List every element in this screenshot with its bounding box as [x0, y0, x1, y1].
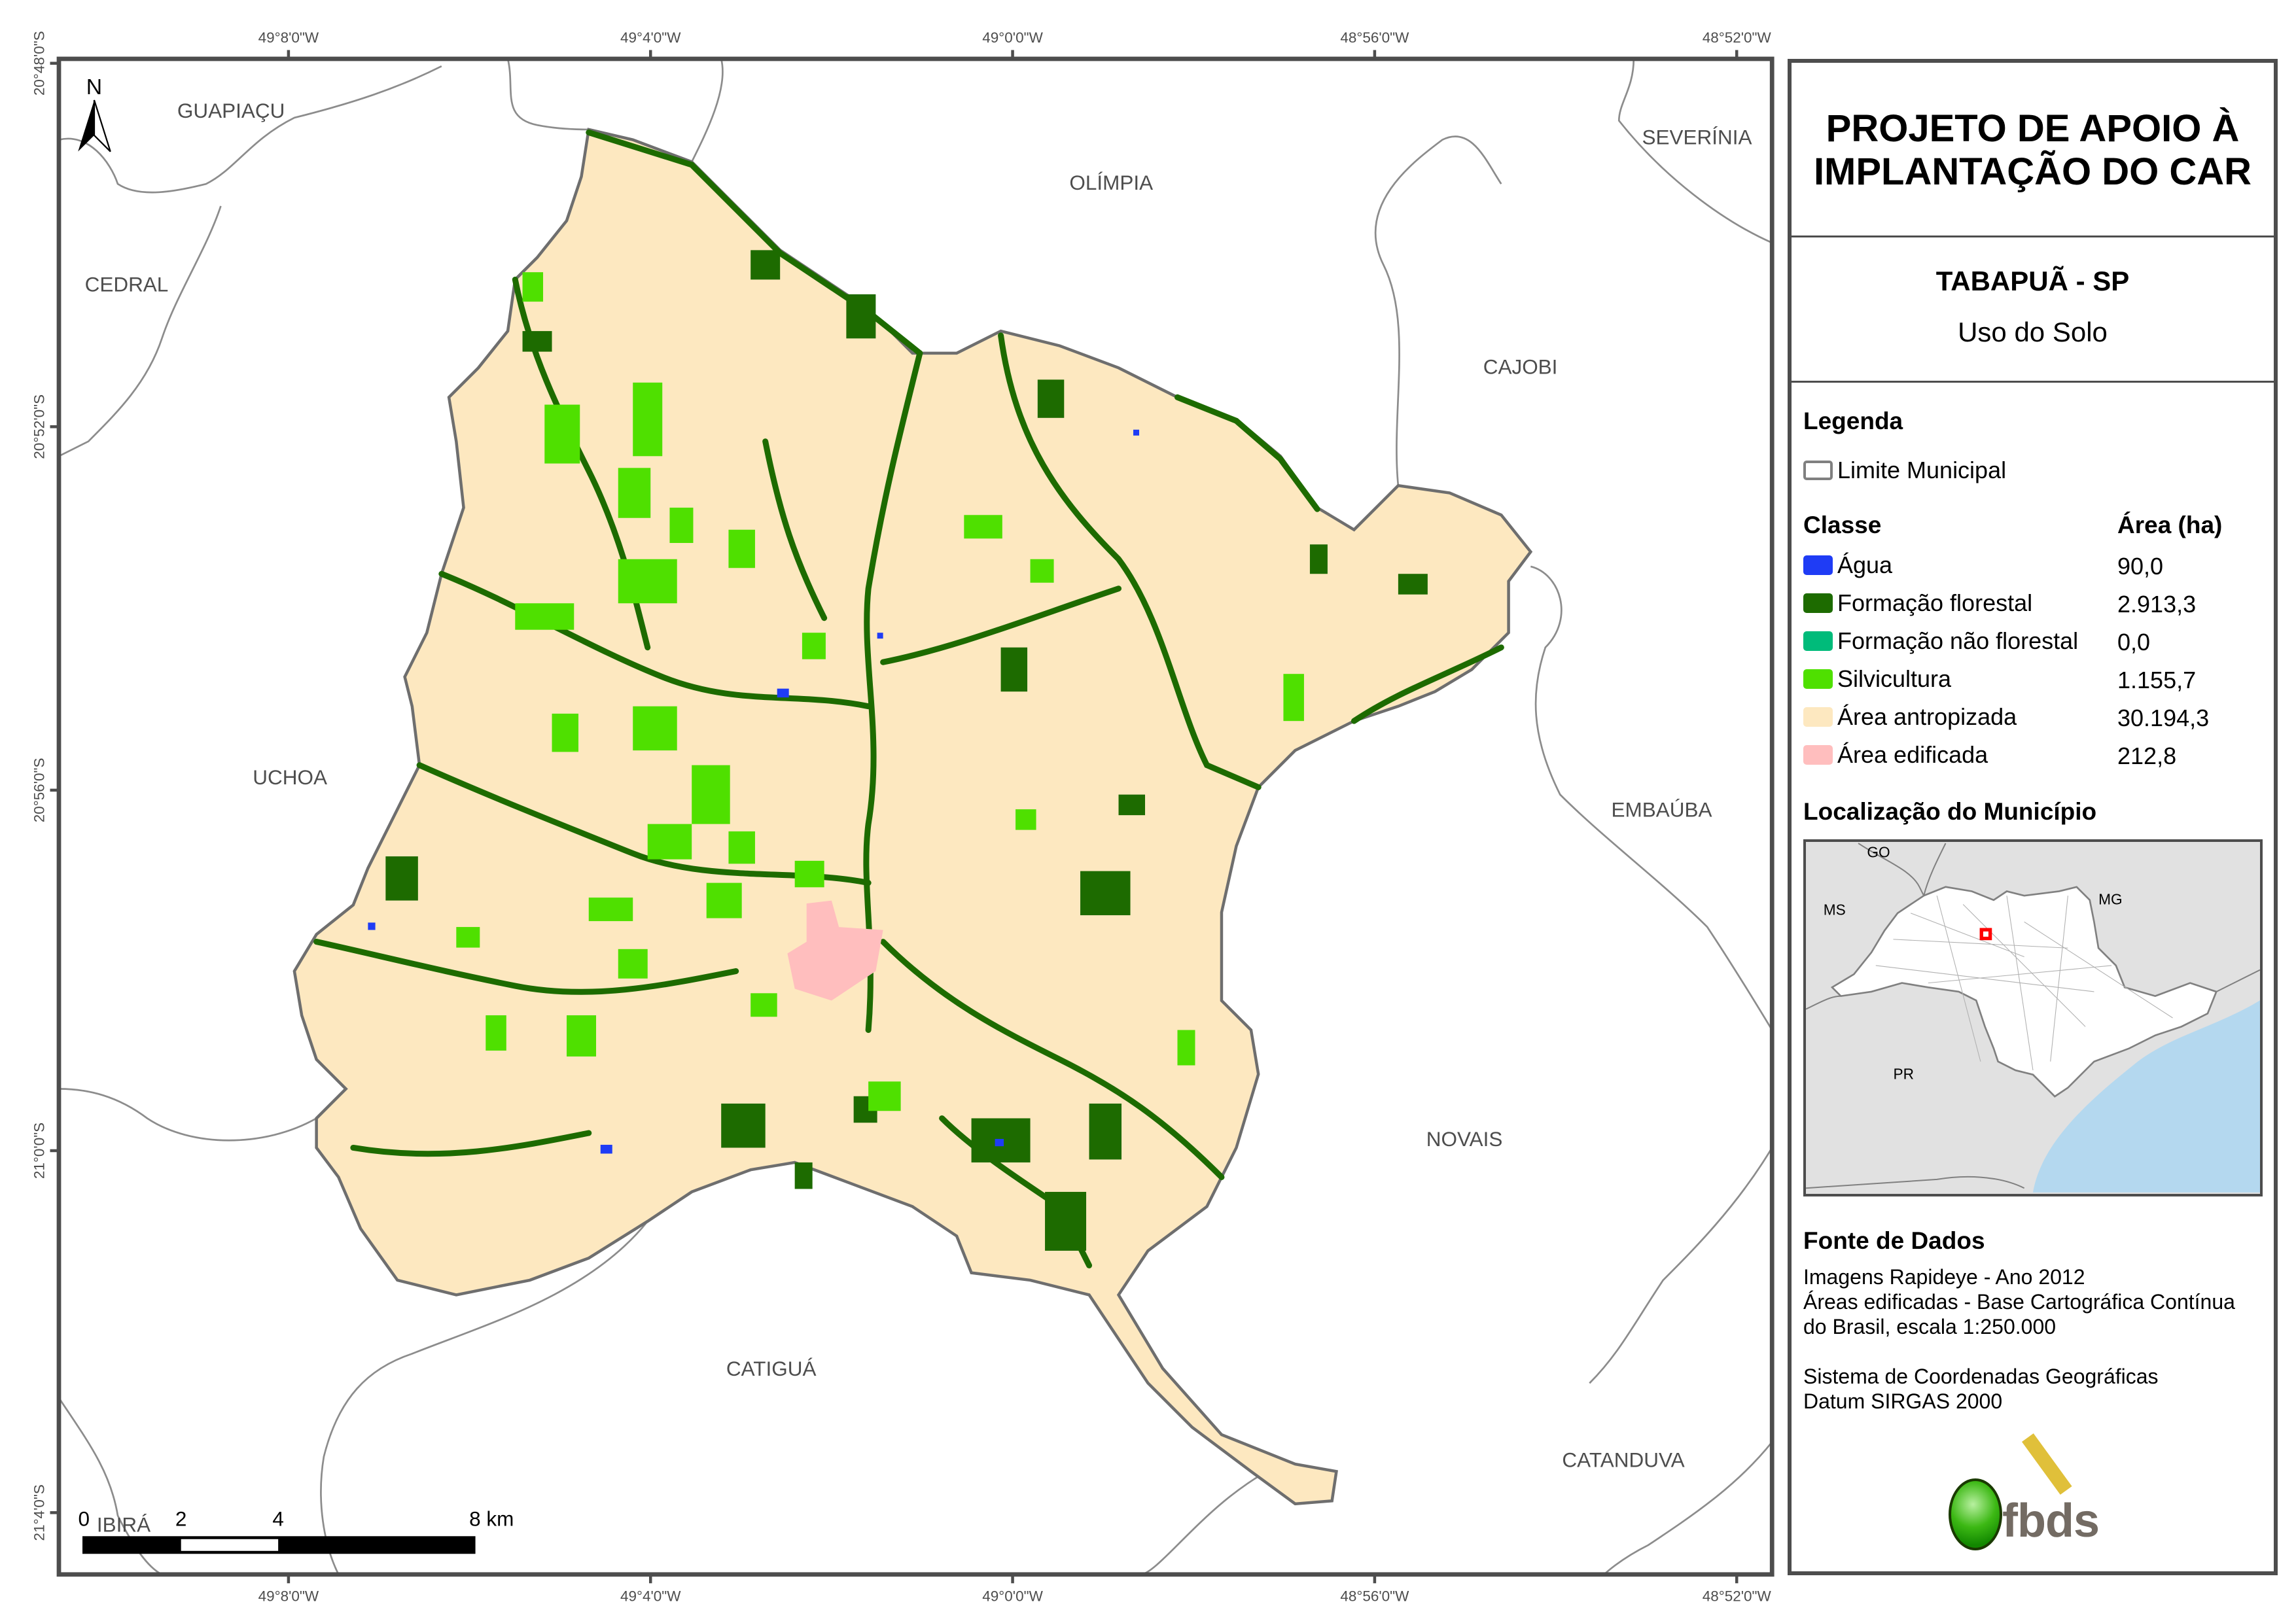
- label-ibira: IBIRÁ: [97, 1513, 150, 1537]
- legend-swatch: [1803, 669, 1833, 689]
- label-catigua: CATIGUÁ: [726, 1357, 817, 1380]
- legend-swatch: [1803, 555, 1833, 575]
- inset-label-mg: MG: [2098, 891, 2123, 908]
- municipality-highlight: [1979, 928, 1992, 941]
- ocean: [2033, 1000, 2260, 1193]
- class-header: Classe: [1803, 512, 1882, 538]
- north-arrow-icon: N: [78, 75, 111, 152]
- water-bodies: [368, 429, 1140, 1154]
- top-tick-label: 49°0'0"W: [982, 29, 1043, 46]
- top-tick-label: 49°8'0"W: [258, 29, 319, 46]
- top-tick-label: 48°52'0"W: [1703, 29, 1772, 46]
- urban-area: [787, 900, 883, 1001]
- legend-class-area: 1.155,7: [2117, 667, 2197, 693]
- legend-swatch: [1803, 593, 1833, 613]
- location-title: Localização do Município: [1803, 798, 2097, 825]
- top-tick-label: 49°4'0"W: [620, 29, 681, 46]
- left-tick-label: 20°56'0"S: [31, 758, 48, 822]
- left-tick-label: 20°48'0"S: [31, 31, 48, 96]
- bottom-tick-label: 49°4'0"W: [620, 1588, 681, 1604]
- label-severinia: SEVERÍNIA: [1642, 125, 1752, 148]
- left-tick-label: 20°52'0"S: [31, 394, 48, 459]
- legend-class-area: 90,0: [2117, 553, 2164, 580]
- fbds-logo: fbds: [1949, 1433, 2145, 1561]
- legend-class-label: Formação florestal: [1837, 589, 2033, 616]
- municipality-name: TABAPUÃ - SP: [1935, 266, 2130, 296]
- inset-label-ms: MS: [1824, 901, 1846, 918]
- top-tick-label: 48°56'0"W: [1340, 29, 1409, 46]
- source-line: Áreas edificadas - Base Cartográfica Con…: [1803, 1290, 2235, 1314]
- label-guapiacu: GUAPIAÇU: [177, 99, 285, 122]
- neighbor-boundaries: [58, 58, 1773, 1576]
- bottom-tick-label: 49°0'0"W: [982, 1588, 1043, 1604]
- legend-class-label: Formação não florestal: [1837, 627, 2079, 654]
- legend-swatch: [1803, 631, 1833, 651]
- scale-label: 4: [272, 1507, 284, 1531]
- label-embauba: EMBAÚBA: [1612, 797, 1712, 821]
- forest-corridors: [313, 129, 1504, 1268]
- legend-class-area: 212,8: [2117, 742, 2177, 769]
- logo-text: fbds: [2002, 1495, 2100, 1547]
- title-line2: IMPLANTAÇÃO DO CAR: [1813, 150, 2252, 193]
- boundary-label: Limite Municipal: [1837, 457, 2007, 483]
- divider: [1792, 381, 2274, 383]
- label-uchoa: UCHOA: [253, 765, 327, 789]
- legend-class-area: 30.194,3: [2117, 705, 2210, 731]
- bottom-tick-label: 49°8'0"W: [258, 1588, 319, 1604]
- divider: [1792, 236, 2274, 237]
- scale-label: 0: [78, 1507, 90, 1531]
- legend-class-area: 0,0: [2117, 629, 2151, 655]
- map-subtitle: Uso do Solo: [1958, 317, 2108, 347]
- boundary-swatch: [1803, 461, 1833, 480]
- bottom-tick-label: 48°52'0"W: [1703, 1588, 1772, 1604]
- source-line: do Brasil, escala 1:250.000: [1803, 1315, 2057, 1338]
- legend-swatch: [1803, 707, 1833, 727]
- silviculture-patches: [456, 272, 1304, 1111]
- legend-panel: PROJETO DE APOIO À IMPLANTAÇÃO DO CAR TA…: [1788, 59, 2278, 1575]
- scale-label: 2: [175, 1507, 187, 1531]
- bottom-tick-label: 48°56'0"W: [1340, 1588, 1409, 1604]
- source-line: Imagens Rapideye - Ano 2012: [1803, 1265, 2085, 1289]
- legend-class-label: Silvicultura: [1837, 665, 1952, 692]
- left-tick-label: 21°4'0"S: [31, 1484, 48, 1541]
- label-catanduva: CATANDUVA: [1562, 1448, 1684, 1472]
- area-header: Área (ha): [2117, 512, 2223, 538]
- legend-class-label: Área edificada: [1837, 741, 1988, 768]
- location-inset-map: GO MS MG PR: [1803, 839, 2263, 1196]
- legend-class-label: Água: [1837, 551, 1893, 578]
- source-line: Datum SIRGAS 2000: [1803, 1389, 2003, 1413]
- label-cajobi: CAJOBI: [1483, 355, 1558, 378]
- legend-title: Legenda: [1803, 408, 1903, 434]
- scale-bar: 0 2 4 8 km: [78, 1507, 514, 1554]
- municipality-polygon: [292, 128, 1533, 1506]
- inset-label-go: GO: [1867, 843, 1890, 860]
- source-line: Sistema de Coordenadas Geográficas: [1803, 1365, 2159, 1388]
- legend-swatch: [1803, 745, 1833, 765]
- left-tick-label: 21°0'0"S: [31, 1123, 48, 1179]
- label-cedral: CEDRAL: [85, 272, 169, 296]
- label-novais: NOVAIS: [1426, 1127, 1503, 1151]
- sources-title: Fonte de Dados: [1803, 1227, 1985, 1254]
- legend-class-area: 2.913,3: [2117, 591, 2197, 618]
- map-frame: [56, 56, 1775, 1577]
- north-label: N: [86, 75, 102, 99]
- graticule-ticks: [50, 50, 1739, 1584]
- sao-paulo-state: [1830, 886, 2218, 1098]
- scale-label: 8 km: [469, 1507, 514, 1531]
- inset-label-pr: PR: [1893, 1065, 1914, 1082]
- title-line1: PROJETO DE APOIO À: [1826, 107, 2240, 150]
- label-olimpia: OLÍMPIA: [1069, 171, 1153, 194]
- legend-class-label: Área antropizada: [1837, 703, 2017, 730]
